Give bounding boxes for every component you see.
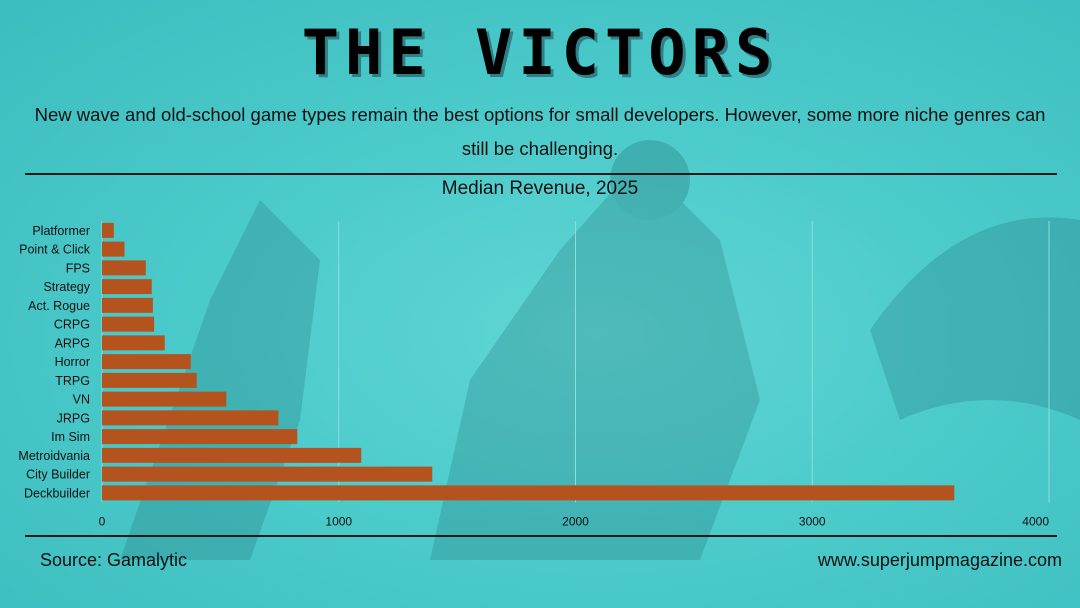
category-label: Horror — [55, 355, 90, 369]
bar-crpg — [102, 316, 155, 332]
category-label: Strategy — [43, 280, 90, 294]
category-label: Metroidvania — [18, 449, 90, 463]
bar-metroidvania — [102, 447, 362, 463]
bar-horror — [102, 354, 191, 370]
website-link[interactable]: www.superjumpmagazine.com — [817, 550, 1062, 570]
x-tick-label: 3000 — [799, 514, 826, 528]
category-label: City Builder — [26, 468, 90, 482]
category-label: Deckbuilder — [24, 486, 90, 500]
category-label: Platformer — [32, 224, 90, 238]
bar-deckbuilder — [102, 485, 955, 501]
source-credit: Source: Gamalytic — [40, 550, 188, 570]
category-label: VN — [73, 393, 90, 407]
bar-im-sim — [102, 429, 298, 445]
category-label: Act. Rogue — [28, 299, 90, 313]
top-divider — [25, 173, 1057, 175]
bar-platformer — [102, 222, 114, 238]
x-tick-label: 2000 — [562, 514, 589, 528]
bar-strategy — [102, 279, 152, 295]
bar-fps — [102, 260, 146, 276]
category-label: ARPG — [55, 336, 90, 350]
bar-jrpg — [102, 410, 279, 426]
category-label: CRPG — [54, 318, 90, 332]
page-title: THE VICTORS — [301, 16, 779, 89]
x-tick-label: 1000 — [325, 514, 352, 528]
bottom-divider — [25, 535, 1057, 537]
bar-arpg — [102, 335, 165, 351]
category-label: Point & Click — [19, 243, 91, 257]
x-tick-label: 4000 — [1022, 514, 1049, 528]
category-label: JRPG — [57, 411, 90, 425]
category-label: FPS — [66, 261, 90, 275]
bar-trpg — [102, 372, 197, 388]
x-tick-label: 0 — [99, 514, 106, 528]
category-label: TRPG — [55, 374, 90, 388]
bar-point-click — [102, 241, 125, 257]
bar-city-builder — [102, 466, 433, 482]
bar-vn — [102, 391, 227, 407]
chart-title: Median Revenue, 2025 — [441, 178, 639, 199]
bar-act-rogue — [102, 297, 153, 313]
category-label: Im Sim — [51, 430, 90, 444]
page-subtitle: New wave and old-school game types remai… — [34, 104, 1046, 159]
